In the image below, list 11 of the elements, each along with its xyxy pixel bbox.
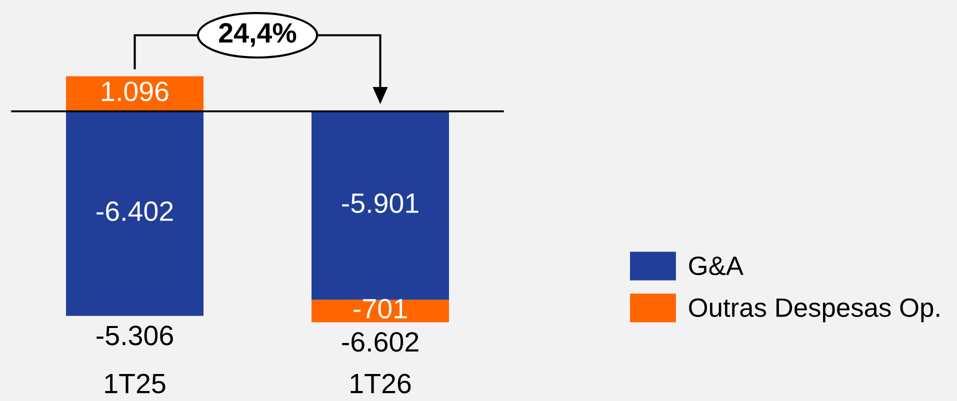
legend-label: G&A — [689, 256, 744, 276]
text: 24,4% — [219, 23, 296, 47]
data-label: -701 — [354, 298, 407, 319]
data-label: -6.402 — [96, 201, 173, 222]
legend-label: Outras Despesas Op. — [689, 298, 940, 322]
total-label: -5.306 — [96, 326, 173, 346]
x-tick-label: 1T26 — [350, 374, 411, 394]
data-label: 1.096 — [102, 82, 168, 102]
data-label: -5.901 — [342, 193, 418, 214]
total-label: -6.602 — [342, 332, 418, 352]
x-tick-label: 1T25 — [105, 374, 166, 394]
